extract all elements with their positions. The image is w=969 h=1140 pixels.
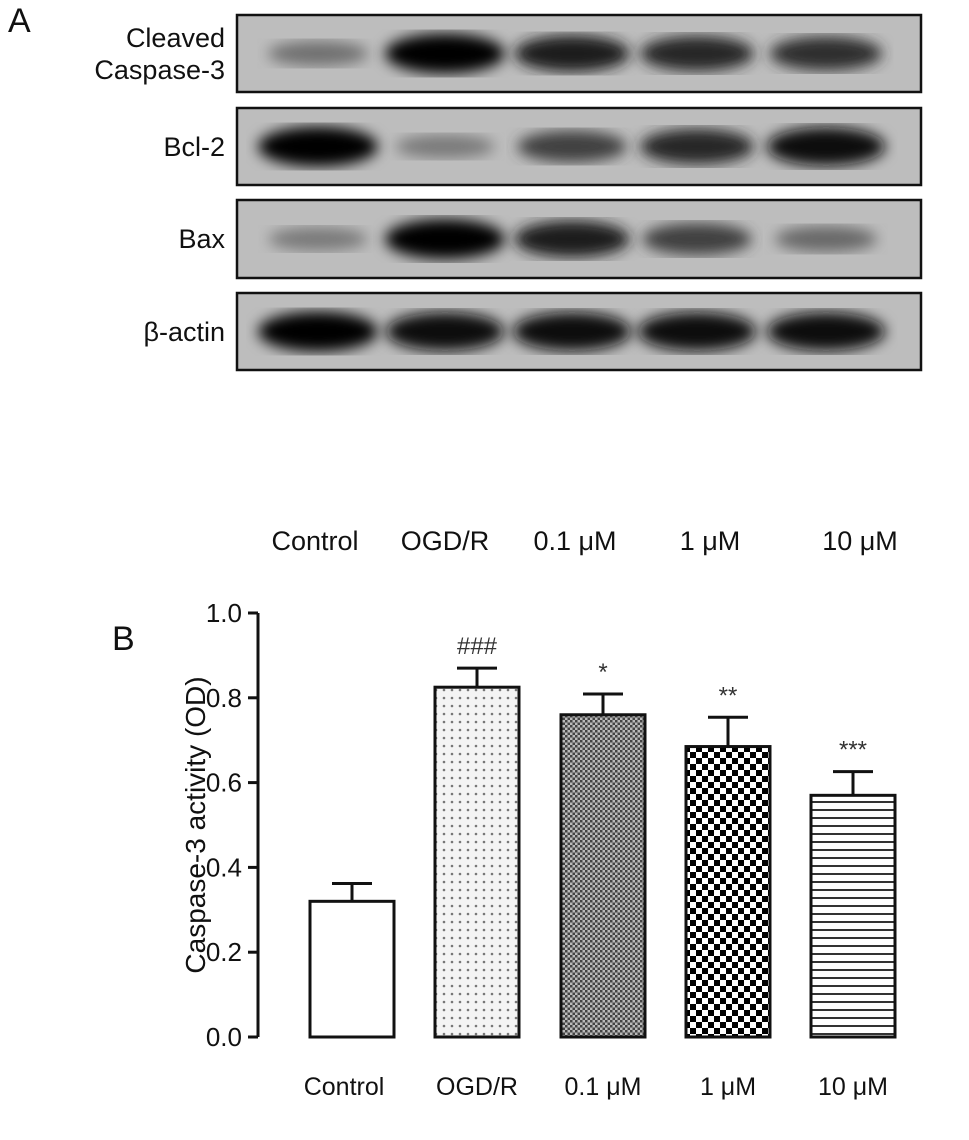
blot-band — [642, 223, 752, 255]
blot-band — [640, 128, 754, 165]
blot-row — [235, 291, 923, 372]
x-tick-label: 0.1 μM — [565, 1073, 642, 1101]
blot-band — [766, 312, 886, 351]
blot-band — [258, 311, 378, 352]
significance-label: ** — [719, 682, 738, 709]
bar-chart: B 0.0 0.2 0.4 0.6 0.8 1.0 Caspase-3 activity (O… — [112, 598, 897, 1101]
blot-row-label: β-actin — [143, 316, 225, 348]
blot-band — [395, 134, 495, 159]
blot-band — [385, 33, 505, 74]
y-tick-label: 0.0 — [206, 1022, 242, 1052]
blot-band — [775, 226, 877, 252]
label-line: Cleaved — [125, 22, 225, 53]
blot-row — [235, 198, 923, 280]
blot-band — [258, 126, 378, 167]
blot-band — [514, 35, 630, 72]
y-tick-label: 0.6 — [206, 768, 242, 798]
lane-label: 10 μM — [822, 526, 898, 556]
label-line: Bcl-2 — [163, 131, 225, 162]
x-tick-label: 1 μM — [700, 1073, 756, 1101]
significance-label: * — [598, 659, 607, 686]
blot-band — [385, 312, 505, 351]
y-tick-label: 0.2 — [206, 937, 242, 967]
blot-band — [385, 219, 505, 259]
blot-row-label: Bcl-2 — [163, 131, 225, 163]
bar — [433, 685, 521, 1039]
blot-band — [512, 312, 632, 351]
y-tick-label: 0.8 — [206, 683, 242, 713]
label-line: Caspase-3 — [94, 54, 225, 85]
blot-row — [235, 106, 923, 187]
blot-band — [514, 220, 630, 258]
label-line: Bax — [178, 224, 225, 254]
x-tick-label: Control — [304, 1073, 385, 1101]
lane-label: 0.1 μM — [533, 526, 617, 556]
lane-label: 1 μM — [679, 526, 741, 556]
lane-label: OGD/R — [400, 526, 490, 556]
bar — [559, 713, 647, 1039]
x-tick-label: OGD/R — [436, 1073, 518, 1101]
panel-a-letter: A — [8, 2, 31, 40]
blot-band — [766, 127, 886, 166]
blot-band — [517, 130, 627, 163]
significance-label: *** — [839, 737, 867, 764]
panel-b-letter: B — [112, 620, 135, 658]
blot-band — [640, 35, 754, 72]
blot-row — [235, 13, 923, 94]
bar — [684, 745, 772, 1039]
bar — [308, 899, 396, 1039]
label-line: β-actin — [143, 316, 225, 347]
blot-row-label: Cleaved Caspase-3 — [94, 22, 225, 86]
y-tick-label: 0.4 — [206, 852, 242, 882]
blot-band — [769, 36, 883, 71]
blot-band — [268, 227, 368, 251]
x-tick-label: 10 μM — [818, 1073, 888, 1101]
significance-label: ### — [457, 633, 498, 660]
bar — [809, 793, 897, 1039]
y-axis-label: Caspase-3 activity (OD) — [180, 676, 211, 973]
y-tick-label: 1.0 — [206, 598, 242, 628]
lane-label: Control — [271, 526, 359, 556]
blot-band — [267, 41, 369, 66]
blot-row-label: Bax — [178, 223, 225, 255]
western-blot — [235, 13, 923, 372]
blot-band — [637, 312, 757, 351]
